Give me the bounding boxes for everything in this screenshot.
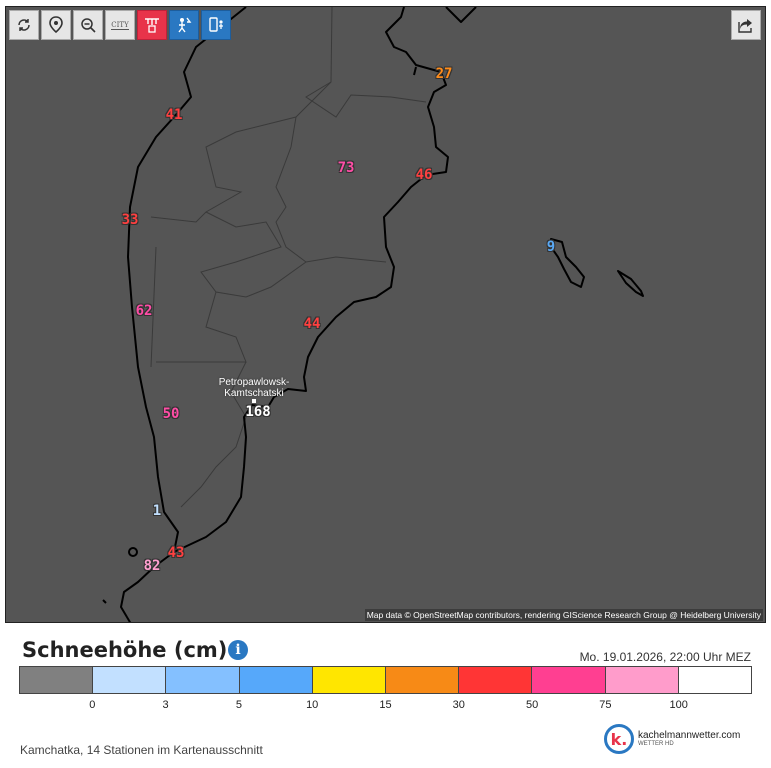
station-value[interactable]: 82 (143, 558, 161, 574)
scale-tick-label: 15 (379, 699, 392, 711)
map-toolbar: CITY (9, 10, 231, 40)
scale-tick-label: 50 (525, 699, 539, 711)
scale-tick-label: 100 (669, 699, 688, 711)
station-value[interactable]: 44 (303, 316, 321, 332)
map-attribution: Map data © OpenStreetMap contributors, r… (364, 609, 763, 621)
scale-swatch (20, 667, 94, 693)
legend-title: Schneehöhe (cm) (22, 638, 228, 662)
refresh-icon[interactable] (9, 10, 39, 40)
scale-swatch (93, 667, 167, 693)
station-value[interactable]: 46 (415, 167, 433, 183)
station-red-icon[interactable] (137, 10, 167, 40)
scale-swatch (459, 667, 533, 693)
map-geography (102, 7, 644, 622)
scale-swatch (386, 667, 460, 693)
weather-person-icon[interactable] (169, 10, 199, 40)
color-scale (19, 666, 752, 694)
city-name-line1: Petropawlowsk- (218, 377, 290, 388)
brand-logo[interactable]: k. kachelmannwetter.com WETTER HD (604, 724, 740, 754)
scale-swatch (239, 667, 313, 693)
city-toggle-icon[interactable]: CITY (105, 10, 135, 40)
mobile-app-icon[interactable] (201, 10, 231, 40)
city-name-line2: Kamtschatski (224, 388, 284, 399)
city-label: Petropawlowsk- Kamtschatski (219, 377, 290, 399)
scale-tick-label: 5 (235, 699, 242, 711)
scale-swatch (605, 667, 679, 693)
scale-tick-label: 10 (306, 699, 319, 711)
city-toggle-label: CITY (111, 20, 129, 30)
share-icon[interactable] (731, 10, 761, 40)
scale-tick-label: 3 (162, 699, 169, 711)
scale-swatch (532, 667, 606, 693)
info-icon[interactable]: i (228, 640, 248, 660)
scale-swatch (166, 667, 240, 693)
map-area[interactable]: CITY 41 33 62 50 1 43 82 73 46 44 168 27… (5, 6, 766, 623)
station-value[interactable]: 62 (135, 303, 153, 319)
city-marker (252, 399, 256, 403)
zoom-out-icon[interactable] (73, 10, 103, 40)
brand-name: kachelmannwetter.com (638, 730, 741, 741)
scale-swatch (678, 667, 752, 693)
brand-sub: WETTER HD (638, 741, 674, 747)
kachelmann-logo-icon: k. (604, 724, 634, 754)
location-pin-icon[interactable] (41, 10, 71, 40)
station-value[interactable]: 73 (337, 160, 355, 176)
station-value[interactable]: 1 (152, 503, 162, 519)
station-value[interactable]: 33 (121, 212, 139, 228)
station-value[interactable]: 43 (167, 545, 185, 561)
color-scale-ticks: 0 3 5 10 15 30 50 75 100 (19, 699, 752, 713)
scale-swatch (312, 667, 387, 693)
station-value[interactable]: 168 (245, 404, 271, 420)
station-value[interactable]: 9 (546, 239, 556, 255)
timestamp: Mo. 19.01.2026, 22:00 Uhr MEZ (579, 650, 751, 664)
station-count: Kamchatka, 14 Stationen im Kartenausschn… (20, 743, 263, 757)
station-value[interactable]: 27 (435, 66, 453, 82)
scale-tick-label: 30 (452, 699, 465, 711)
scale-tick-label: 75 (599, 699, 612, 711)
scale-tick-label: 0 (89, 699, 96, 711)
station-value[interactable]: 41 (165, 107, 183, 123)
station-value[interactable]: 50 (162, 406, 180, 422)
